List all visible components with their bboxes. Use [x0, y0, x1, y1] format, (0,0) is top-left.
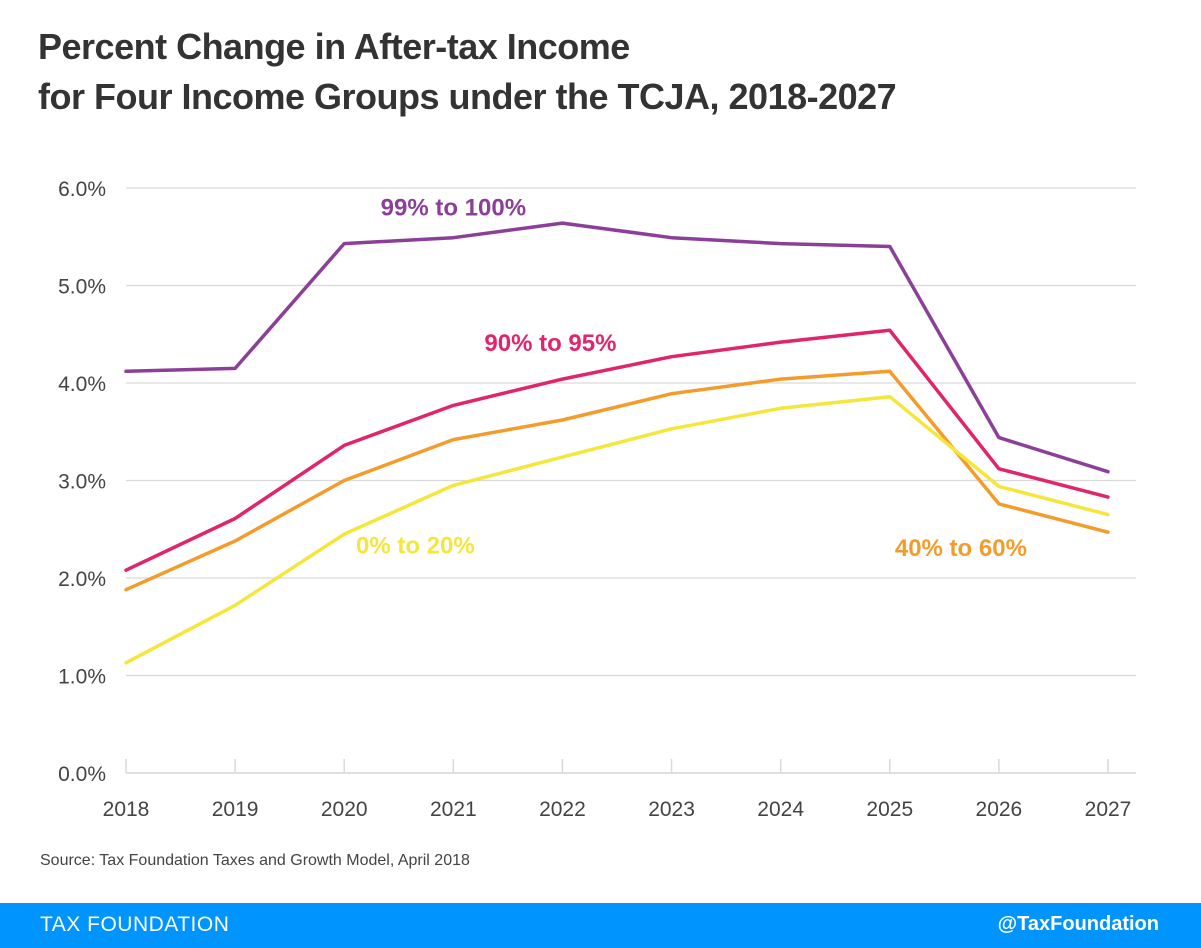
chart-title: Percent Change in After-tax Income for F…: [38, 22, 1178, 122]
line-chart: 0.0% 1.0% 2.0% 3.0% 4.0% 5.0% 6.0% 2018 2019 2020…: [58, 178, 1136, 821]
title-line-2: for Four Income Groups under the TCJA, 2…: [38, 76, 897, 117]
y-tick-label: 3.0%: [58, 471, 106, 494]
footer-bar: TAX FOUNDATION @TaxFoundation: [0, 903, 1201, 948]
series-line-1: [124, 328, 1110, 572]
title-line-1: Percent Change in After-tax Income: [38, 26, 630, 67]
x-tick-label: 2022: [539, 798, 586, 821]
series-line-0: [124, 221, 1110, 474]
footer-handle[interactable]: @TaxFoundation: [997, 913, 1159, 935]
x-tick-label: 2027: [1085, 798, 1132, 821]
series-label-3: 0% to 20%: [356, 532, 475, 559]
x-tick-label: 2021: [430, 798, 477, 821]
x-tick-label: 2018: [103, 798, 150, 821]
x-tick-label: 2025: [866, 798, 913, 821]
series-line-2: [124, 369, 1110, 592]
x-tick-label: 2023: [648, 798, 695, 821]
footer-brand: TAX FOUNDATION: [40, 913, 230, 936]
x-tick-label: 2024: [757, 798, 804, 821]
series-line-3: [124, 394, 1110, 665]
y-tick-label: 6.0%: [58, 178, 106, 201]
x-tick-label: 2019: [212, 798, 259, 821]
y-tick-label: 4.0%: [58, 373, 106, 396]
source-note: Source: Tax Foundation Taxes and Growth …: [40, 852, 470, 869]
y-tick-label: 2.0%: [58, 568, 106, 591]
y-tick-label: 5.0%: [58, 276, 106, 299]
series-label-1: 90% to 95%: [484, 330, 616, 357]
series-label-2: 40% to 60%: [895, 535, 1027, 562]
x-tick-label: 2020: [321, 798, 368, 821]
x-tick-label: 2026: [976, 798, 1023, 821]
y-tick-label: 0.0%: [58, 763, 106, 786]
series-label-0: 99% to 100%: [381, 195, 526, 222]
y-tick-label: 1.0%: [58, 666, 106, 689]
